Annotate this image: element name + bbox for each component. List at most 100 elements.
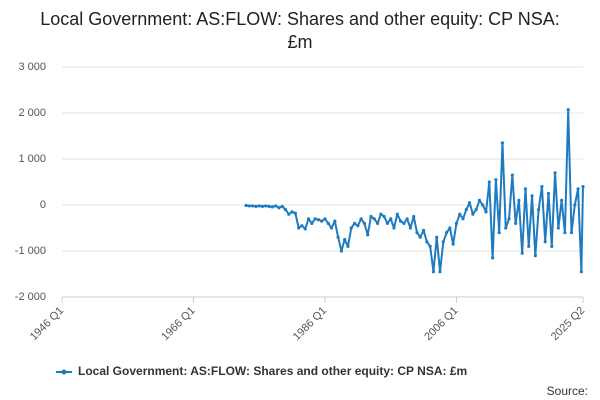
point (435, 235, 439, 239)
point (398, 219, 403, 223)
point (310, 221, 314, 225)
point (412, 214, 416, 219)
point (533, 254, 537, 258)
source: Source: (547, 384, 588, 398)
point (563, 231, 567, 235)
point (527, 244, 531, 248)
point (313, 217, 317, 221)
point (556, 226, 560, 230)
point (576, 187, 580, 191)
x-tick-label: 1946 Q1 (28, 305, 66, 343)
point (251, 204, 255, 208)
point (375, 221, 380, 225)
point (356, 224, 360, 228)
point (300, 224, 304, 228)
point (566, 108, 570, 112)
point (257, 204, 261, 208)
point (336, 235, 340, 239)
y-tick-label: 2 000 (18, 107, 46, 119)
point (379, 212, 383, 216)
point (323, 217, 327, 221)
point (283, 208, 288, 212)
point (550, 244, 554, 248)
point (306, 217, 311, 221)
point (474, 208, 478, 212)
point (560, 198, 564, 202)
point (366, 233, 370, 237)
point (494, 178, 498, 182)
point (369, 214, 373, 219)
point (415, 231, 419, 235)
point (277, 206, 281, 210)
point (326, 221, 330, 225)
x-tick-label: 1986 Q1 (291, 305, 329, 343)
point (267, 204, 271, 208)
point (402, 221, 406, 225)
point (484, 210, 488, 214)
y-tick-label: 0 (40, 199, 46, 211)
point (297, 226, 301, 230)
point (270, 205, 274, 209)
point (451, 242, 455, 246)
point (244, 203, 248, 208)
point (510, 173, 514, 177)
point (405, 217, 409, 221)
point (320, 219, 324, 223)
point (352, 221, 357, 225)
point (346, 244, 350, 248)
point (421, 228, 426, 232)
point (581, 185, 585, 189)
y-tick-label: 3 000 (18, 61, 46, 73)
point (520, 251, 524, 255)
point (507, 217, 511, 221)
point (247, 204, 251, 208)
point (569, 231, 574, 235)
point (408, 226, 413, 230)
point (339, 249, 344, 253)
point (458, 212, 462, 216)
point (454, 221, 459, 225)
point (546, 191, 551, 196)
point (425, 240, 429, 244)
point (477, 198, 482, 202)
point (343, 237, 347, 242)
point (500, 141, 505, 145)
point (274, 204, 278, 208)
point (523, 187, 528, 191)
point (497, 231, 501, 235)
point (441, 240, 445, 244)
point (382, 214, 386, 219)
point (428, 244, 432, 248)
point (471, 212, 475, 216)
point (444, 231, 449, 235)
point (280, 204, 284, 208)
point (448, 226, 452, 230)
point (385, 221, 390, 225)
legend-marker (61, 369, 67, 375)
point (395, 212, 399, 216)
x-tick-label: 1966 Q1 (159, 305, 197, 343)
point (467, 201, 472, 205)
point (316, 218, 320, 222)
point (573, 203, 577, 207)
point (543, 240, 547, 244)
point (487, 180, 491, 184)
point (464, 208, 468, 212)
y-tick-label: 1 000 (18, 153, 46, 165)
point (264, 204, 268, 208)
point (517, 198, 521, 202)
y-tick-label: -2 000 (15, 291, 46, 303)
point (530, 194, 534, 198)
point (438, 270, 442, 274)
point (293, 211, 297, 215)
point (392, 226, 396, 230)
point (514, 221, 518, 225)
x-tick-label: 2025 Q2 (549, 305, 587, 343)
point (418, 235, 422, 239)
series-line (245, 108, 584, 273)
point (431, 270, 436, 274)
legend-item: Local Government: AS:FLOW: Shares and ot… (56, 364, 467, 378)
point (359, 217, 363, 221)
